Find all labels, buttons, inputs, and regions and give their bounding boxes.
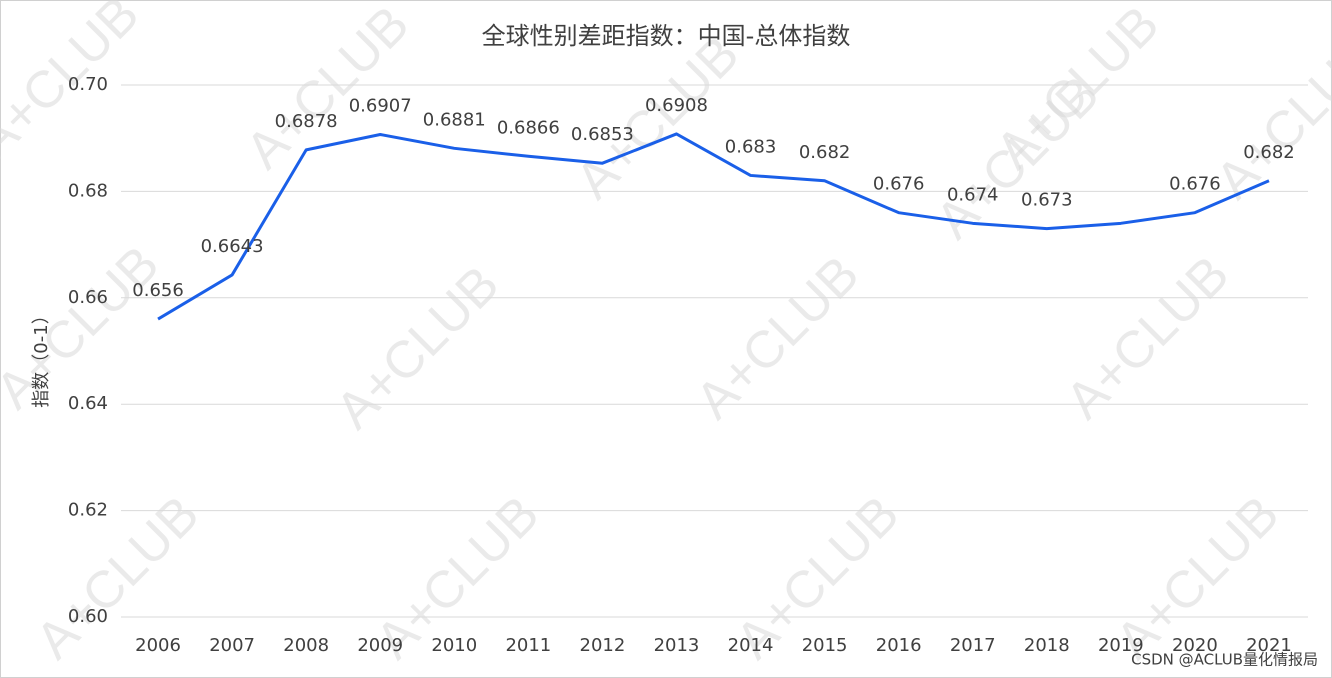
x-tick-label: 2011: [505, 635, 551, 656]
data-label: 0.6878: [275, 111, 338, 132]
data-label: 0.682: [799, 142, 851, 163]
data-label: 0.673: [1021, 190, 1073, 211]
y-tick-label: 0.66: [68, 287, 108, 308]
data-label: 0.682: [1243, 142, 1295, 163]
x-tick-label: 2018: [1024, 635, 1070, 656]
footer: CSDN @ACLUB量化情报局: [1131, 651, 1318, 669]
x-tick-label: 2015: [802, 635, 848, 656]
y-tick-label: 0.64: [68, 393, 108, 414]
y-tick-label: 0.68: [68, 180, 108, 201]
x-tick-label: 2006: [135, 635, 181, 656]
x-tick-label: 2020: [1172, 635, 1218, 656]
data-label: 0.6881: [423, 109, 486, 130]
data-label: 0.6907: [349, 95, 412, 116]
data-label: 0.6853: [571, 124, 634, 145]
x-tick-label: 2012: [580, 635, 626, 656]
x-tick-label: 2010: [431, 635, 477, 656]
x-tick-label: 2007: [209, 635, 255, 656]
x-tick-label: 2008: [283, 635, 329, 656]
y-tick-label: 0.62: [68, 500, 108, 521]
data-label: 0.676: [1169, 174, 1221, 195]
x-tick-label: 2017: [950, 635, 996, 656]
data-label: 0.6908: [645, 95, 708, 116]
x-tick-label: 2013: [654, 635, 700, 656]
y-axis-label: 指数（0-1）: [31, 306, 52, 407]
y-tick-label: 0.70: [68, 74, 108, 95]
chart-title: 全球性别差距指数：中国-总体指数: [482, 22, 851, 50]
x-tick-label: 2019: [1098, 635, 1144, 656]
x-tick-label: 2016: [876, 635, 922, 656]
x-tick-label: 2021: [1246, 635, 1292, 656]
x-tick-label: 2014: [728, 635, 774, 656]
x-tick-label: 2009: [357, 635, 403, 656]
line: [157, 132, 1270, 321]
data-label: 0.683: [725, 136, 777, 157]
data-label: 0.6866: [497, 117, 560, 138]
data-label: 0.6643: [201, 236, 264, 257]
y-tick-label: 0.60: [68, 606, 108, 627]
data-label: 0.674: [947, 184, 999, 205]
data-label: 0.676: [873, 174, 925, 195]
data-label: 0.656: [132, 280, 184, 301]
